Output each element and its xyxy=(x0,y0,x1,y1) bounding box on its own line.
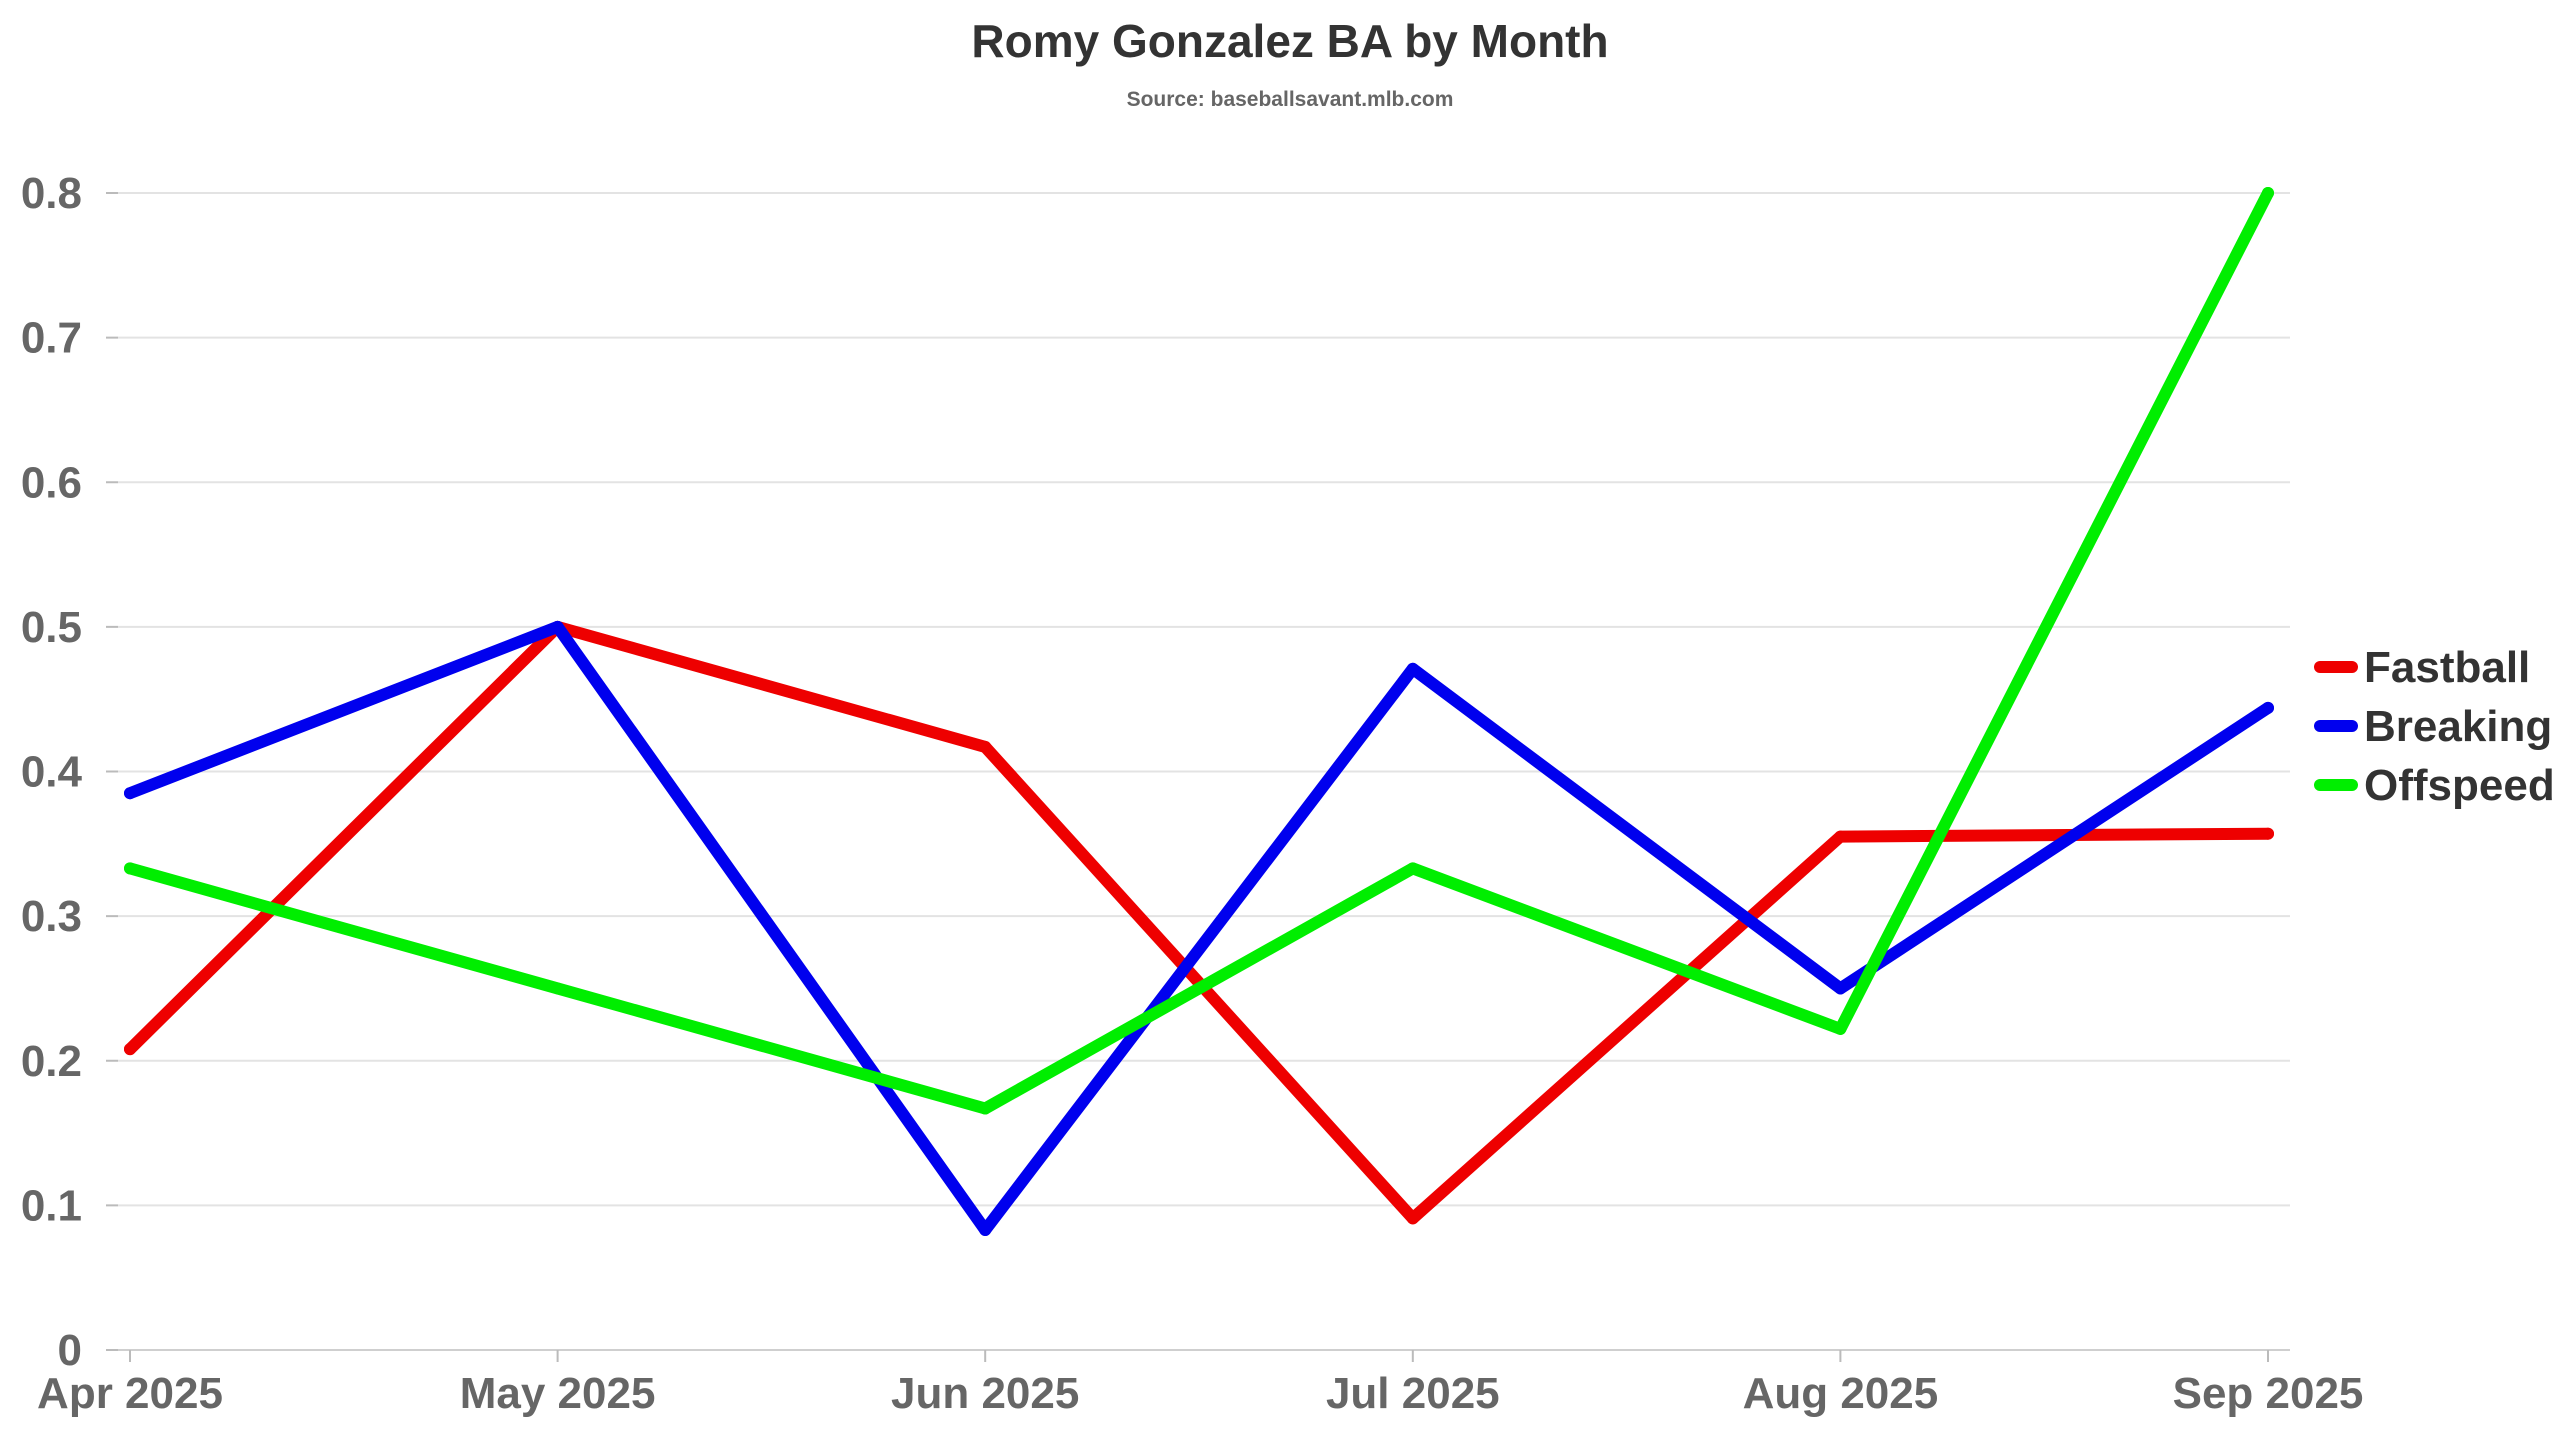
data-point-fastball xyxy=(2262,827,2274,840)
chart-title: Romy Gonzalez BA by Month xyxy=(971,15,1608,67)
legend-label-fastball: Fastball xyxy=(2364,643,2530,692)
data-point-offspeed xyxy=(1406,862,1419,875)
legend-label-offspeed: Offspeed xyxy=(2364,761,2555,810)
series-line-breaking xyxy=(124,620,2274,1236)
data-point-fastball xyxy=(1834,830,1847,843)
data-point-offspeed xyxy=(1834,1022,1847,1035)
data-point-breaking xyxy=(1834,982,1847,995)
series-lines xyxy=(124,187,2274,1236)
x-tick-label: Sep 2025 xyxy=(2173,1369,2364,1418)
data-point-breaking xyxy=(551,620,564,633)
x-tick-label: Aug 2025 xyxy=(1743,1369,1939,1418)
legend-label-breaking: Breaking xyxy=(2364,702,2552,751)
data-point-fastball xyxy=(124,1043,136,1056)
y-tick-label: 0.3 xyxy=(21,892,82,941)
data-point-fastball xyxy=(979,740,992,753)
data-point-breaking xyxy=(2262,701,2274,714)
y-tick-label: 0 xyxy=(58,1326,82,1375)
x-tick-label: Jul 2025 xyxy=(1326,1369,1500,1418)
data-point-offspeed xyxy=(2262,187,2274,199)
y-tick-label: 0.8 xyxy=(21,169,82,218)
data-point-breaking xyxy=(979,1223,992,1236)
series-line-offspeed xyxy=(124,187,2274,1115)
y-tick-label: 0.4 xyxy=(21,748,83,797)
x-tick-label: Apr 2025 xyxy=(37,1369,223,1418)
data-point-breaking xyxy=(1406,662,1419,675)
y-tick-label: 0.7 xyxy=(21,314,82,363)
y-tick-label: 0.1 xyxy=(21,1181,82,1230)
y-tick-label: 0.6 xyxy=(21,458,82,507)
y-tick-label: 0.5 xyxy=(21,603,82,652)
data-point-offspeed xyxy=(551,982,564,995)
x-tick-label: May 2025 xyxy=(460,1369,656,1418)
data-point-offspeed xyxy=(979,1102,992,1115)
chart-subtitle: Source: baseballsavant.mlb.com xyxy=(1127,88,1454,111)
data-point-breaking xyxy=(124,787,136,800)
axes: 0 0.1 0.2 0.3 0.4 0.5 0.6 0.7 0.8 Apr 2025 May 202… xyxy=(21,169,2364,1418)
data-point-fastball xyxy=(1406,1212,1419,1225)
data-point-offspeed xyxy=(124,862,136,875)
gridlines xyxy=(118,192,2290,1207)
y-tick-label: 0.2 xyxy=(21,1037,82,1086)
x-tick-label: Jun 2025 xyxy=(891,1369,1079,1418)
legend: Fastball Breaking Offspeed xyxy=(2314,643,2555,810)
